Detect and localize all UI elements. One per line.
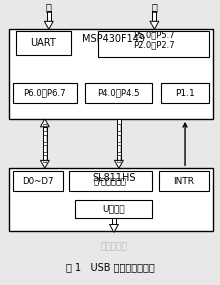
Text: MSP430F149: MSP430F149 — [82, 34, 145, 44]
Polygon shape — [150, 21, 159, 29]
Bar — [43, 127, 47, 160]
Polygon shape — [40, 160, 49, 168]
Bar — [75, 200, 152, 217]
Text: 串: 串 — [46, 3, 52, 13]
Bar — [9, 29, 213, 119]
Text: P4.0～P4.5: P4.0～P4.5 — [98, 89, 140, 98]
Polygon shape — [110, 225, 118, 232]
Text: 电子发烧友: 电子发烧友 — [101, 243, 127, 252]
Text: U盘接口: U盘接口 — [103, 204, 125, 213]
Text: 数
据
总
线: 数 据 总 线 — [42, 123, 47, 164]
Bar — [13, 84, 77, 103]
Bar — [69, 171, 152, 191]
Text: 并: 并 — [152, 3, 157, 13]
Bar — [85, 84, 152, 103]
Polygon shape — [40, 119, 49, 127]
Bar — [161, 84, 209, 103]
Bar — [13, 171, 63, 191]
Text: 控
制
总
线: 控 制 总 线 — [117, 123, 121, 164]
Text: UART: UART — [30, 38, 56, 48]
Text: P6.0～P6.7: P6.0～P6.7 — [24, 89, 66, 98]
Text: P1.1: P1.1 — [175, 89, 195, 98]
Bar — [152, 11, 156, 21]
Text: INTR: INTR — [174, 176, 194, 186]
Text: D0~D7: D0~D7 — [22, 176, 54, 186]
Bar — [47, 11, 51, 21]
Bar — [98, 31, 209, 57]
Text: 图 1   USB 读写器结构框图: 图 1 USB 读写器结构框图 — [66, 262, 154, 272]
Text: 读/写片选复位: 读/写片选复位 — [94, 176, 126, 186]
Polygon shape — [114, 160, 123, 168]
Text: P5.0～P5.7
P2.0～P2.7: P5.0～P5.7 P2.0～P2.7 — [133, 30, 174, 50]
Bar — [9, 168, 213, 231]
Bar — [112, 217, 116, 225]
Bar — [16, 31, 70, 55]
Bar — [159, 171, 209, 191]
Polygon shape — [44, 21, 53, 29]
Bar — [117, 119, 121, 160]
Text: SL811HS: SL811HS — [92, 173, 136, 183]
